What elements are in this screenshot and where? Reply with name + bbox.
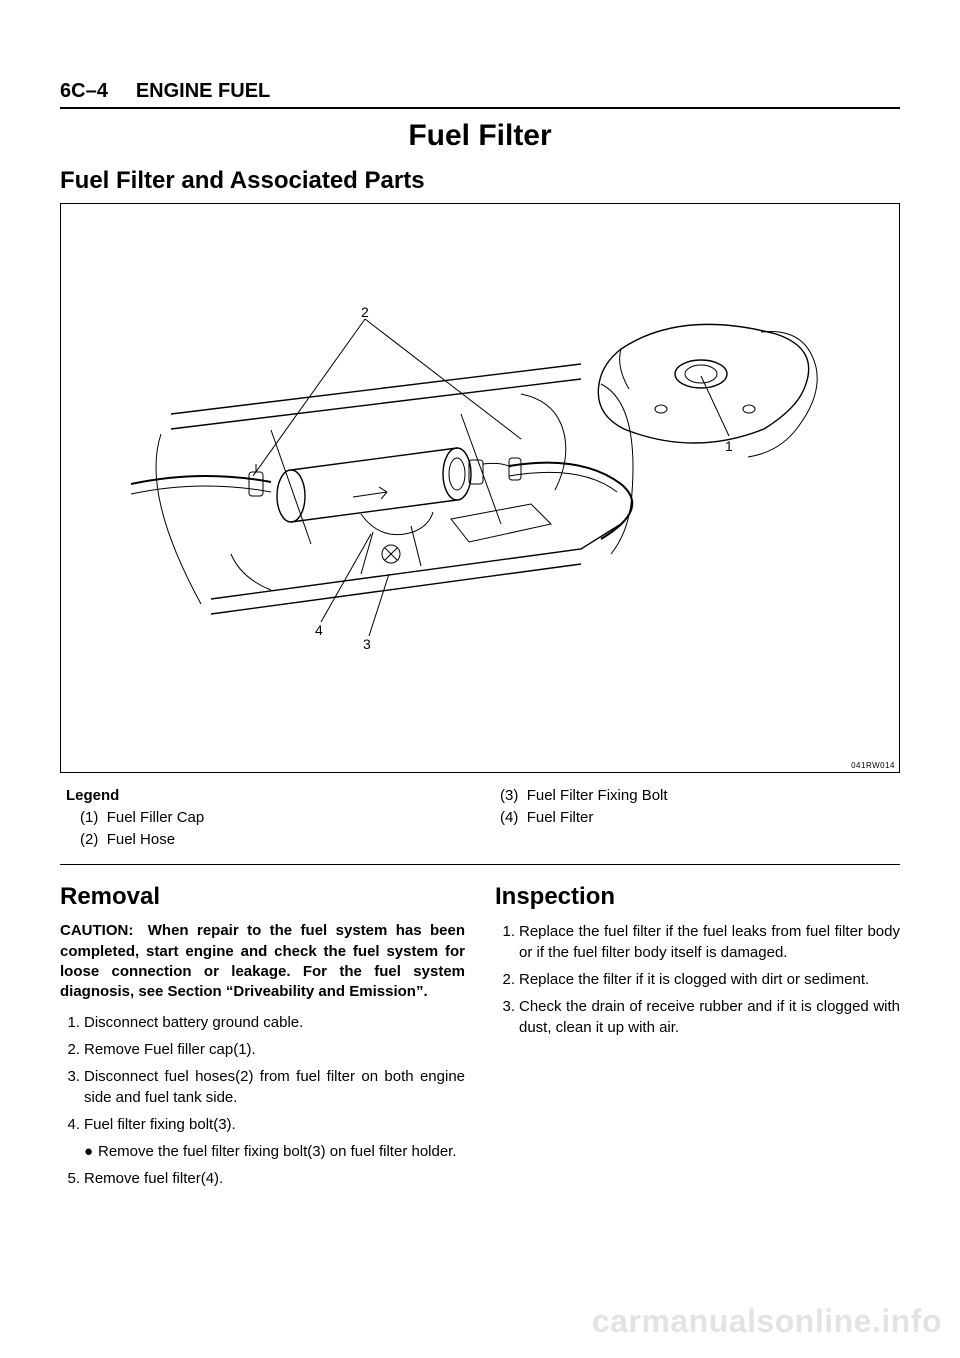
list-item: 1.Disconnect battery ground cable. <box>60 1012 465 1033</box>
legend-item: (1) Fuel Filler Cap <box>60 807 480 829</box>
step-text: Fuel filter fixing bolt(3). <box>84 1114 465 1135</box>
step-text: Check the drain of receive rubber and if… <box>519 996 900 1038</box>
removal-steps-cont: 5.Remove fuel filter(4). <box>60 1168 465 1189</box>
callout-3: 3 <box>363 636 371 652</box>
removal-column: Removal CAUTION: When repair to the fuel… <box>60 883 465 1195</box>
legend-num: (3) <box>500 787 518 804</box>
legend-num: (2) <box>80 831 98 848</box>
fuel-filter-assembly-icon <box>131 364 633 614</box>
removal-heading: Removal <box>60 883 465 911</box>
legend-title: Legend <box>60 785 480 807</box>
legend-num: (1) <box>80 809 98 826</box>
inspection-column: Inspection 1.Replace the fuel filter if … <box>495 883 900 1195</box>
step-text: Remove fuel filter(4). <box>84 1168 465 1189</box>
legend-item: (3) Fuel Filter Fixing Bolt <box>480 785 900 807</box>
legend-item: (4) Fuel Filter <box>480 807 900 829</box>
content-columns: Removal CAUTION: When repair to the fuel… <box>60 883 900 1195</box>
section-name: ENGINE FUEL <box>136 80 270 103</box>
page-header: 6C–4 ENGINE FUEL <box>60 80 900 109</box>
bullet-text: Remove the fuel filter fixing bolt(3) on… <box>98 1141 465 1162</box>
callout-4: 4 <box>315 622 323 638</box>
step-text: Disconnect fuel hoses(2) from fuel filte… <box>84 1066 465 1108</box>
watermark: carmanualsonline.info <box>592 1303 942 1340</box>
figure-illustration <box>61 204 899 774</box>
legend-right: (3) Fuel Filter Fixing Bolt (4) Fuel Fil… <box>480 785 900 850</box>
callout-1: 1 <box>725 438 733 454</box>
figure-ref: 041RW014 <box>851 761 895 770</box>
page-title: Fuel Filter <box>60 119 900 153</box>
step-text: Disconnect battery ground cable. <box>84 1012 465 1033</box>
list-item: 1.Replace the fuel filter if the fuel le… <box>495 921 900 963</box>
legend-label: Fuel Filler Cap <box>107 809 205 826</box>
page: 6C–4 ENGINE FUEL Fuel Filter Fuel Filter… <box>0 0 960 1358</box>
list-item: 3.Check the drain of receive rubber and … <box>495 996 900 1038</box>
removal-steps: 1.Disconnect battery ground cable. 2.Rem… <box>60 1012 465 1135</box>
step-text: Replace the filter if it is clogged with… <box>519 969 900 990</box>
legend-item: (2) Fuel Hose <box>60 829 480 851</box>
bullet-icon: ● <box>84 1141 98 1162</box>
caution-lead: CAUTION: <box>60 922 133 939</box>
list-item: 2.Remove Fuel filler cap(1). <box>60 1039 465 1060</box>
sub-bullet: ● Remove the fuel filter fixing bolt(3) … <box>84 1141 465 1162</box>
list-item: 5.Remove fuel filter(4). <box>60 1168 465 1189</box>
list-item: 4.Fuel filter fixing bolt(3). <box>60 1114 465 1135</box>
list-item: 2.Replace the filter if it is clogged wi… <box>495 969 900 990</box>
legend-label: Fuel Hose <box>107 831 175 848</box>
inspection-heading: Inspection <box>495 883 900 911</box>
step-text: Remove Fuel filler cap(1). <box>84 1039 465 1060</box>
step-text: Replace the fuel filter if the fuel leak… <box>519 921 900 963</box>
subheading: Fuel Filter and Associated Parts <box>60 167 900 195</box>
page-number: 6C–4 <box>60 80 108 103</box>
list-item: 3.Disconnect fuel hoses(2) from fuel fil… <box>60 1066 465 1108</box>
legend: Legend (1) Fuel Filler Cap (2) Fuel Hose… <box>60 785 900 850</box>
legend-label: Fuel Filter Fixing Bolt <box>527 787 668 804</box>
legend-num: (4) <box>500 809 518 826</box>
inspection-steps: 1.Replace the fuel filter if the fuel le… <box>495 921 900 1038</box>
legend-label: Fuel Filter <box>527 809 594 826</box>
divider <box>60 864 900 865</box>
caution-text: CAUTION: When repair to the fuel system … <box>60 921 465 1002</box>
callout-2: 2 <box>361 304 369 320</box>
legend-left: Legend (1) Fuel Filler Cap (2) Fuel Hose <box>60 785 480 850</box>
figure-frame: 2 1 4 3 <box>60 203 900 773</box>
